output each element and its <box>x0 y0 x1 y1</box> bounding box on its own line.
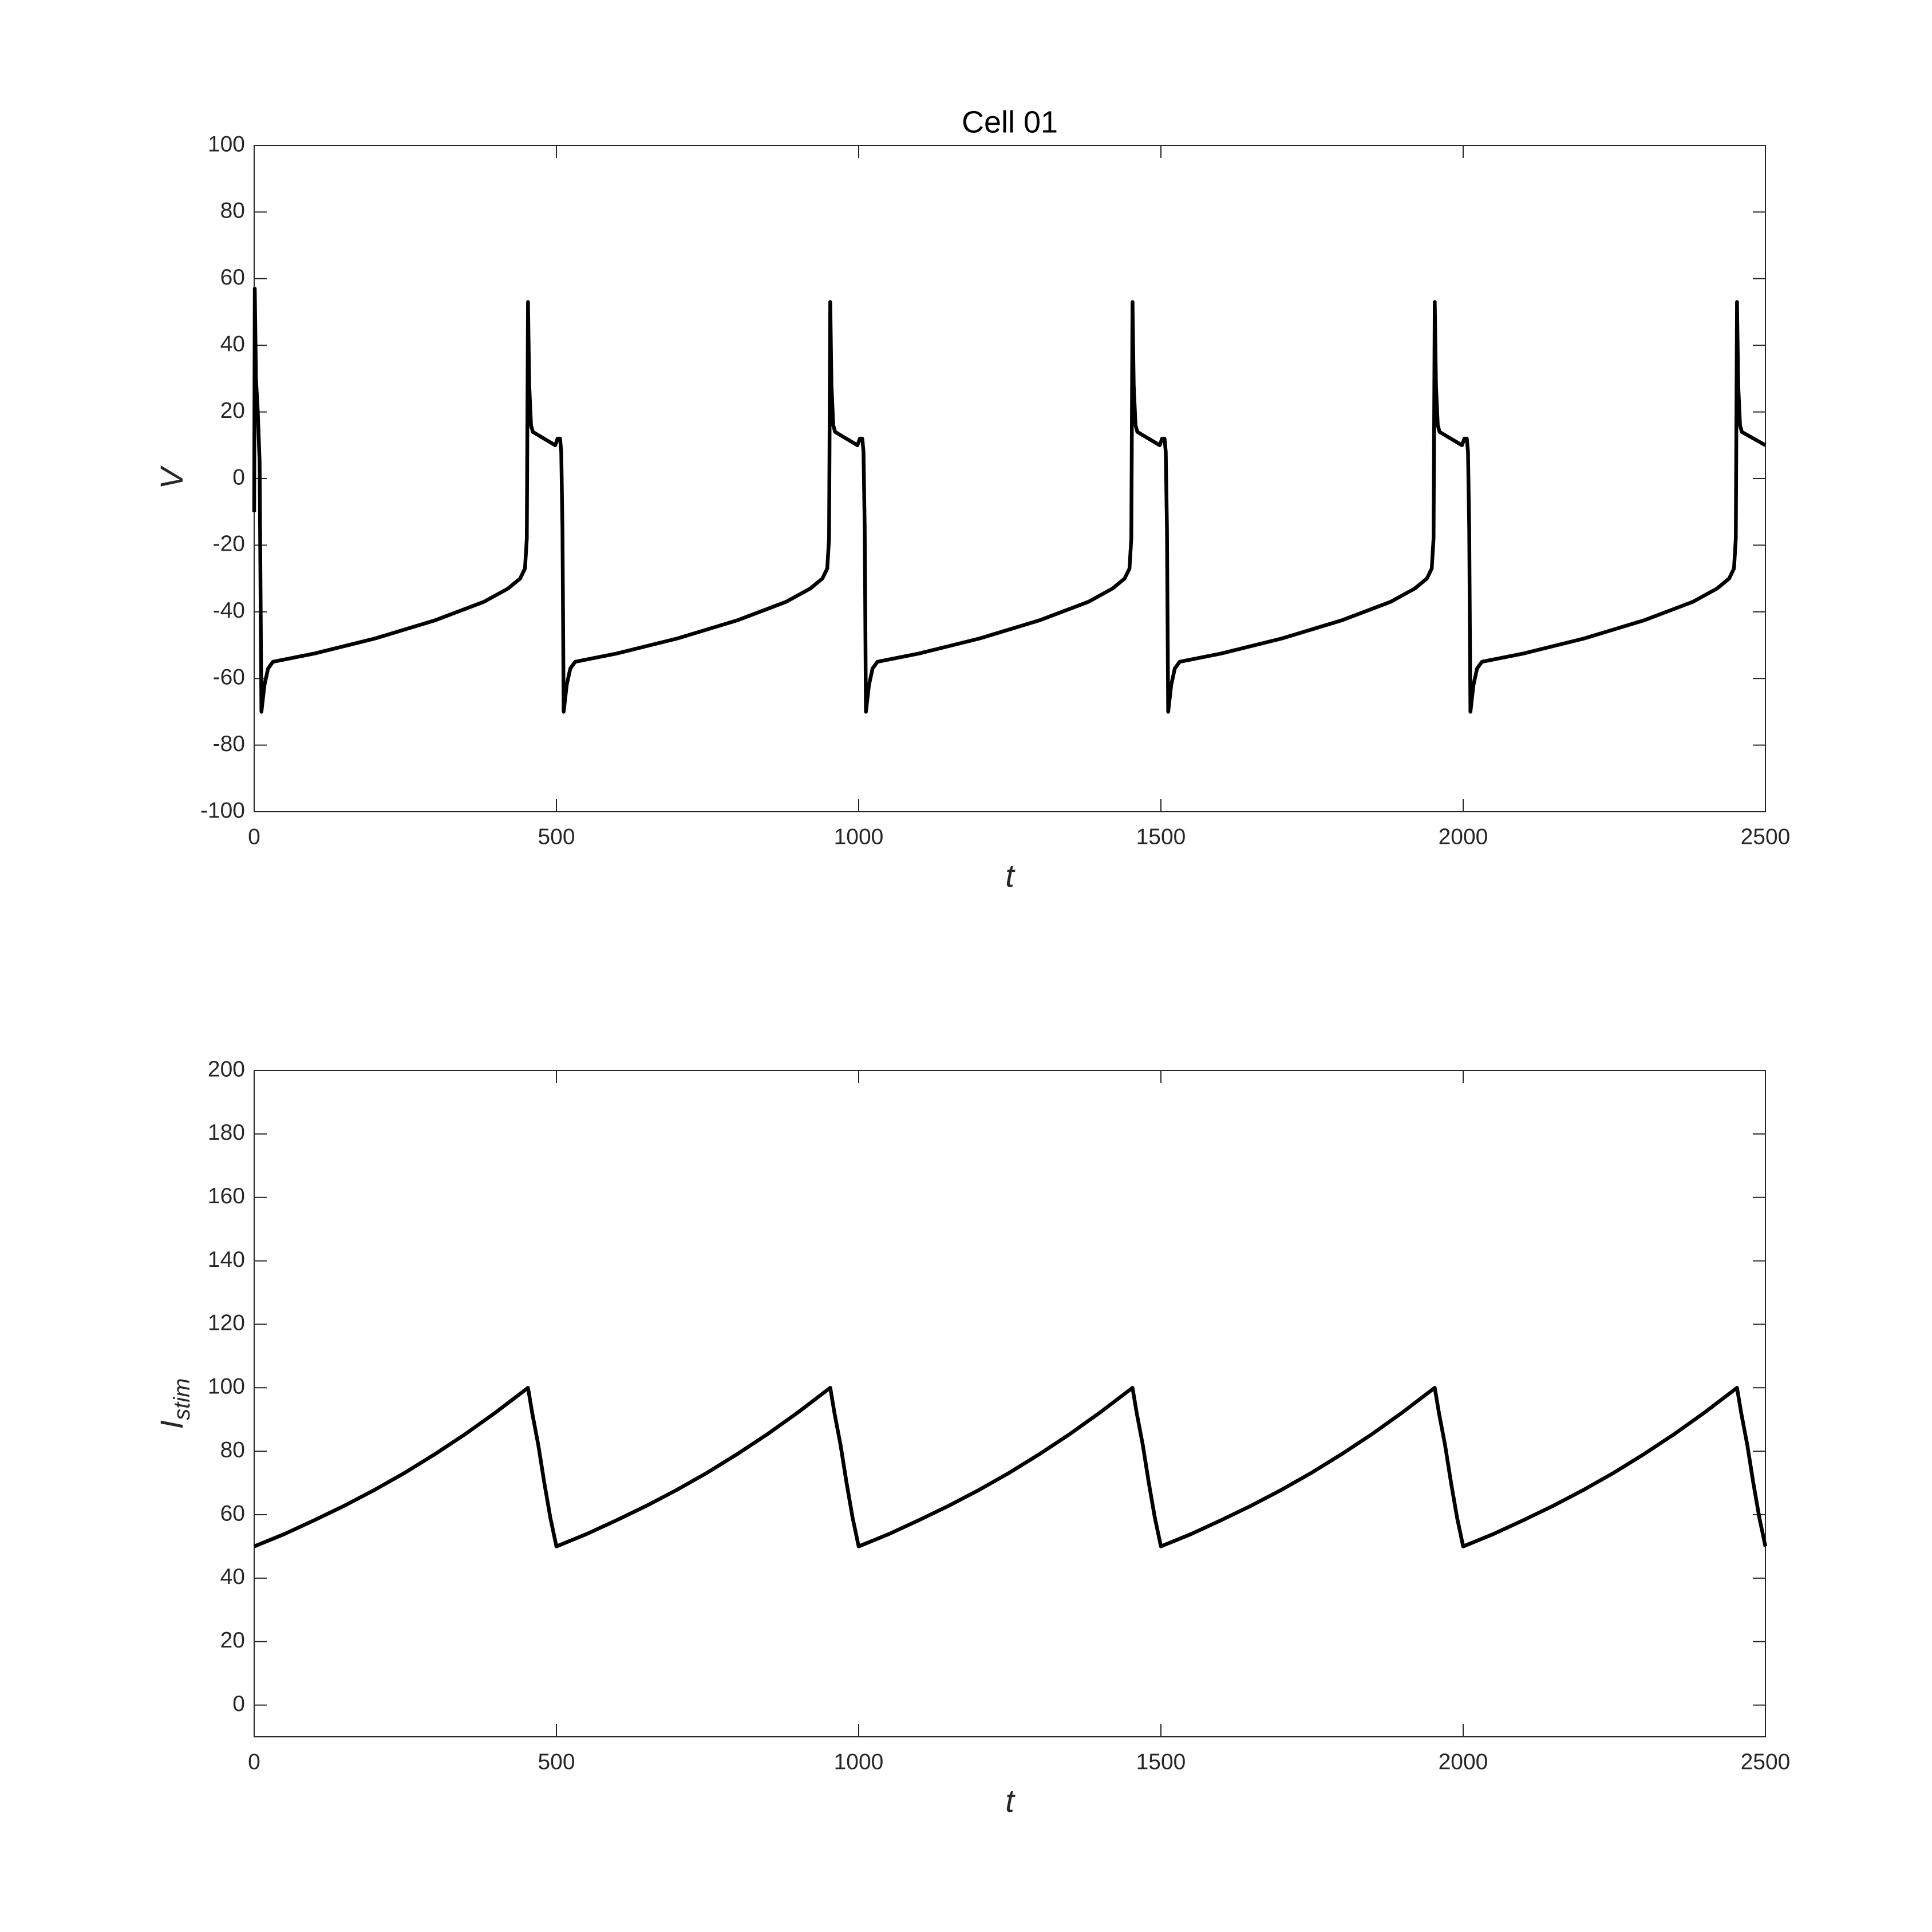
axes: 0 500 1000 1500 2000 2500 0 20 40 60 80 100 120 140 16… <box>153 1057 1791 1819</box>
x-tick-label: 2000 <box>1439 824 1488 849</box>
data-line <box>253 1386 1768 1548</box>
x-tick-label: 2500 <box>1741 1749 1791 1774</box>
x-tick-label: 1500 <box>1136 824 1186 849</box>
y-axis-label-main: V <box>153 465 189 489</box>
y-tick-label: 80 <box>220 1437 245 1462</box>
y-tick-label: -100 <box>200 798 245 823</box>
y-tick-label: 60 <box>220 265 245 290</box>
x-tick-label: 500 <box>538 824 575 849</box>
x-tick-label: 0 <box>248 1749 260 1774</box>
y-tick-label: 100 <box>208 132 245 156</box>
y-tick-label: 200 <box>208 1057 245 1081</box>
y-tick-label: -60 <box>213 665 245 689</box>
y-tick-label: 60 <box>220 1501 245 1526</box>
y-tick-label: 100 <box>208 1374 245 1399</box>
y-tick-label: 80 <box>220 199 245 223</box>
data-line <box>252 287 1767 714</box>
y-tick-label: 180 <box>208 1120 245 1145</box>
y-tick-label: -80 <box>213 732 245 756</box>
y-tick-label: 20 <box>220 1628 245 1653</box>
x-tick-label: 2000 <box>1439 1749 1488 1774</box>
y-tick-label: 40 <box>220 331 245 356</box>
x-axis-label: t <box>1005 1783 1016 1819</box>
y-tick-label: 20 <box>220 398 245 423</box>
y-tick-label: 160 <box>208 1184 245 1208</box>
y-axis-label: Istim <box>153 1378 195 1429</box>
x-tick-label: 1500 <box>1136 1749 1186 1774</box>
axes: 0 500 1000 1500 2000 2500 -100 -80 -60 -40 -20 0 20 4… <box>153 105 1791 894</box>
y-tick-label: 40 <box>220 1564 245 1589</box>
y-axis-label-main: I <box>153 1420 189 1429</box>
plot-area <box>254 1070 1766 1737</box>
y-axis-label-subscript: stim <box>169 1378 195 1420</box>
y-tick-label: -40 <box>213 598 245 623</box>
x-axis-label: t <box>1005 858 1016 894</box>
y-tick-label: 120 <box>208 1311 245 1336</box>
y-tick-label: 0 <box>232 465 245 489</box>
x-tick-label: 1000 <box>834 824 884 849</box>
y-axis-label: V <box>153 465 189 489</box>
x-tick-label: 2500 <box>1741 824 1791 849</box>
y-tick-label: 0 <box>232 1692 245 1716</box>
y-tick-label: -20 <box>213 532 245 556</box>
x-tick-label: 0 <box>248 824 260 849</box>
chart-title: Cell 01 <box>962 105 1058 139</box>
x-tick-label: 500 <box>538 1749 575 1774</box>
x-tick-label: 1000 <box>834 1749 884 1774</box>
y-tick-label: 140 <box>208 1247 245 1272</box>
plot-area <box>254 145 1766 812</box>
